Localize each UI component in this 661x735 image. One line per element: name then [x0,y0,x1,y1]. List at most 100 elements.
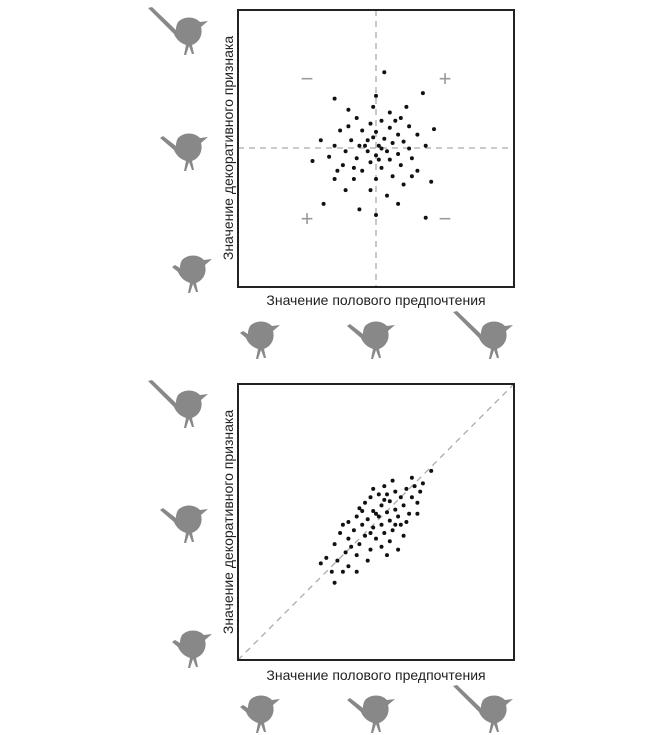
data-point [396,514,401,519]
data-point [335,558,340,563]
data-point [415,511,420,516]
data-point [415,500,420,505]
data-point [423,143,428,148]
data-point [321,201,326,206]
data-point [318,138,323,143]
bird-medium-tail-icon [347,695,395,733]
data-point [385,193,389,198]
bird-short-tail-icon [240,695,280,733]
data-point [371,486,376,491]
data-point [376,143,381,148]
data-point [401,139,406,144]
data-point [423,215,428,220]
data-point [387,518,392,523]
data-point [379,544,384,549]
data-point [374,511,378,516]
data-point [387,157,392,162]
chart-panel-top: Значение декоративного признака − + + − … [148,7,515,359]
data-point [351,177,356,181]
x-axis-bird-icons-bottom [240,685,513,733]
data-point [363,143,367,148]
data-point [390,174,395,179]
data-point [401,533,406,538]
data-point [401,182,406,187]
data-point [374,177,378,181]
data-point [385,149,389,154]
data-point [374,153,378,158]
data-point [368,188,373,193]
data-point [365,558,370,563]
quadrant-sign-bottom-right: − [439,206,452,231]
plot-frame-top [237,9,515,288]
data-point [357,207,362,212]
data-point [368,495,373,500]
data-point [418,489,423,494]
data-point [371,525,376,530]
data-point [338,128,343,133]
data-point [379,118,384,123]
data-point [379,503,384,508]
data-point [407,124,412,129]
data-point [382,531,387,535]
data-point [360,128,365,133]
data-point [398,116,403,120]
data-point [357,542,362,547]
data-point [382,70,387,75]
diagonal-guide-line [237,383,515,661]
data-point [332,177,337,181]
data-point [332,96,337,101]
data-point [368,121,373,126]
bird-long-tail-icon [148,7,208,55]
data-point [310,159,315,163]
data-point [409,174,414,179]
data-point [432,127,436,132]
data-point [398,522,403,527]
data-point [354,514,359,519]
data-point [409,475,414,480]
bird-short-tail-icon [240,321,280,359]
data-point [360,509,365,513]
data-point [393,507,398,512]
data-point [357,143,362,148]
data-point [338,531,343,535]
data-point [368,160,373,165]
data-point [363,533,367,538]
data-point [351,528,356,533]
data-point [365,138,370,143]
quadrant-sign-top-right: + [439,66,452,91]
data-point [371,509,376,513]
data-point [343,188,348,193]
plot-area-bottom [237,383,515,661]
data-point [382,484,387,489]
bird-medium-tail-icon [160,505,208,543]
data-point [376,492,381,497]
data-point [368,531,373,535]
bird-long-tail-icon [148,380,208,428]
data-point [401,503,406,508]
data-point [396,201,401,206]
data-point [324,555,329,560]
data-point [382,497,387,502]
y-axis-bird-icons-top [148,7,212,293]
data-point [409,156,414,161]
data-point [382,136,387,141]
data-points-top [310,70,436,220]
data-point [354,116,359,120]
data-point [346,124,351,129]
data-point [371,135,376,140]
data-point [429,468,434,473]
data-point [409,495,414,500]
bird-long-tail-icon [453,685,513,733]
data-point [390,528,395,533]
data-point [371,104,376,109]
data-point [385,510,389,515]
data-point [415,132,420,137]
data-point [393,522,398,527]
data-point [374,129,378,134]
bird-short-tail-icon [172,255,212,293]
data-point [335,168,340,173]
data-point [340,569,345,574]
data-point [349,544,354,549]
data-point [354,553,359,558]
